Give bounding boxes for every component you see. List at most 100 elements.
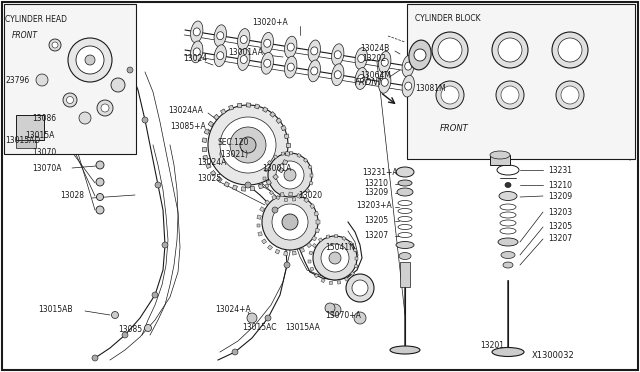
Circle shape (247, 313, 257, 323)
Circle shape (284, 262, 290, 268)
Bar (228, 105, 234, 110)
Text: 13081M: 13081M (415, 83, 445, 93)
Circle shape (162, 242, 168, 248)
Ellipse shape (261, 52, 273, 74)
Ellipse shape (402, 75, 415, 97)
Circle shape (262, 194, 318, 250)
Bar (342, 236, 346, 240)
Bar (281, 125, 286, 131)
Bar (241, 187, 246, 191)
Bar (262, 107, 268, 112)
Bar (312, 243, 317, 248)
Bar (284, 198, 287, 202)
Bar (305, 188, 310, 193)
Circle shape (501, 86, 519, 104)
Ellipse shape (490, 151, 510, 159)
Bar (490, 155, 510, 165)
Text: 13209: 13209 (548, 192, 572, 201)
Circle shape (272, 204, 308, 240)
Ellipse shape (399, 253, 411, 260)
Ellipse shape (240, 55, 247, 64)
Bar (268, 245, 273, 250)
Bar (315, 228, 319, 233)
Circle shape (92, 355, 98, 361)
Ellipse shape (332, 44, 344, 65)
Circle shape (265, 315, 271, 321)
Circle shape (276, 161, 304, 189)
Bar (276, 118, 282, 124)
Bar (310, 204, 315, 209)
Text: 13205: 13205 (364, 215, 388, 224)
Ellipse shape (381, 58, 388, 66)
Text: 13207: 13207 (364, 231, 388, 240)
Text: 13020+A: 13020+A (252, 17, 288, 26)
Bar (264, 168, 268, 172)
Ellipse shape (311, 47, 318, 55)
Bar (300, 248, 305, 253)
Text: 13015AB: 13015AB (38, 305, 72, 314)
Circle shape (232, 349, 238, 355)
Bar (259, 184, 264, 189)
Circle shape (561, 86, 579, 104)
Text: 13201: 13201 (480, 340, 504, 350)
Ellipse shape (492, 347, 524, 356)
Circle shape (498, 38, 522, 62)
Circle shape (496, 81, 524, 109)
Ellipse shape (503, 262, 513, 268)
Bar (273, 174, 278, 180)
Circle shape (220, 117, 276, 173)
Text: 13024: 13024 (183, 54, 207, 62)
Bar (4, 4, 136, 154)
Bar (316, 220, 320, 224)
Text: 13207: 13207 (548, 234, 572, 243)
Circle shape (230, 127, 266, 163)
Ellipse shape (390, 346, 420, 354)
Text: 13024+A: 13024+A (215, 305, 251, 314)
Ellipse shape (96, 178, 104, 186)
Circle shape (49, 39, 61, 51)
Bar (289, 151, 293, 155)
Circle shape (346, 274, 374, 302)
Circle shape (79, 112, 91, 124)
Text: FRONT: FRONT (440, 124, 468, 132)
Text: 13086: 13086 (32, 113, 56, 122)
Bar (282, 160, 288, 165)
Circle shape (325, 303, 335, 313)
Ellipse shape (501, 251, 515, 259)
Text: 13209: 13209 (364, 187, 388, 196)
Text: 13202: 13202 (362, 54, 386, 62)
Circle shape (208, 105, 288, 185)
Circle shape (111, 78, 125, 92)
Circle shape (63, 93, 77, 107)
Ellipse shape (381, 78, 388, 86)
Circle shape (36, 74, 48, 86)
Text: 13025: 13025 (197, 173, 221, 183)
Ellipse shape (285, 36, 297, 58)
Ellipse shape (397, 188, 413, 196)
Bar (206, 163, 211, 169)
Ellipse shape (217, 32, 224, 40)
Ellipse shape (145, 324, 152, 331)
Text: 13028: 13028 (60, 190, 84, 199)
Circle shape (438, 38, 462, 62)
Circle shape (436, 81, 464, 109)
Bar (224, 182, 230, 187)
Circle shape (268, 153, 312, 197)
Bar (292, 251, 296, 255)
Circle shape (272, 207, 278, 213)
Bar (246, 103, 251, 107)
Ellipse shape (264, 59, 271, 67)
Ellipse shape (355, 68, 367, 89)
Bar (276, 196, 280, 200)
Ellipse shape (308, 60, 321, 82)
Ellipse shape (261, 32, 273, 54)
Text: FRONT: FRONT (355, 77, 384, 87)
Ellipse shape (358, 55, 365, 62)
Bar (308, 165, 312, 169)
Bar (326, 235, 330, 238)
Circle shape (492, 32, 528, 68)
Bar (354, 264, 358, 268)
Ellipse shape (505, 183, 511, 187)
Ellipse shape (214, 45, 227, 67)
Circle shape (354, 312, 366, 324)
